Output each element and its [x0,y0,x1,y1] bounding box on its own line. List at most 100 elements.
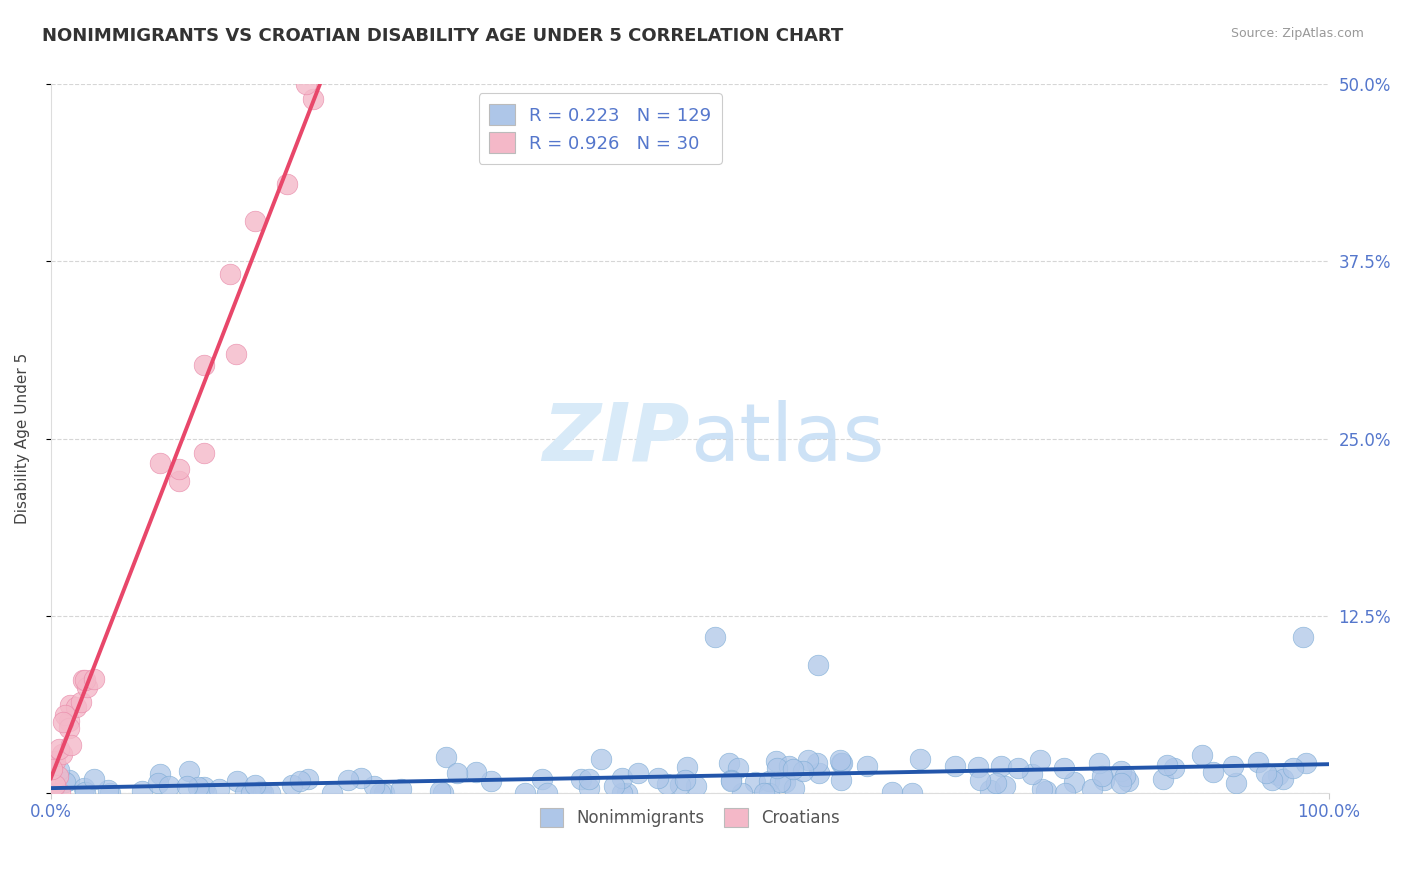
Point [193,446,215,460]
Point [58,772,80,787]
Point [58,714,80,728]
Point [758,774,780,789]
Point [720,774,742,789]
Point [233,786,256,800]
Point [53,707,76,722]
Point [321,786,343,800]
Point [41,786,63,800]
Point [49,786,72,800]
Point [1021,767,1043,781]
Point [616,786,638,800]
Point [1109,764,1132,778]
Point [1261,772,1284,787]
Point [830,753,852,767]
Point [727,761,749,775]
Point [446,766,468,780]
Point [280,778,302,792]
Point [59,738,82,752]
Point [1292,630,1315,644]
Point [288,773,311,788]
Point [993,780,1015,794]
Point [806,756,828,770]
Point [979,783,1001,797]
Point [83,772,105,786]
Point [627,766,650,780]
Point [1222,759,1244,773]
Point [225,346,247,360]
Point [602,779,624,793]
Point [782,762,804,776]
Point [48,742,70,756]
Point [51,747,73,762]
Text: ZIP: ZIP [543,400,690,477]
Point [1031,781,1053,796]
Point [831,756,853,771]
Point [676,760,699,774]
Point [1282,761,1305,775]
Point [1202,764,1225,779]
Point [479,774,502,789]
Point [464,765,486,780]
Point [98,786,121,800]
Point [744,775,766,789]
Point [1256,766,1278,780]
Point [1081,781,1104,796]
Point [1109,776,1132,790]
Point [44,778,66,792]
Point [53,775,76,789]
Point [830,756,852,771]
Point [1163,761,1185,775]
Point [76,680,98,694]
Point [717,756,740,770]
Point [368,786,391,800]
Point [247,786,270,800]
Point [669,778,692,792]
Point [1087,756,1109,770]
Point [758,786,780,800]
Point [880,785,903,799]
Point [720,773,742,788]
Point [149,456,172,470]
Point [647,771,669,785]
Text: Source: ZipAtlas.com: Source: ZipAtlas.com [1230,27,1364,40]
Legend: Nonimmigrants, Croatians: Nonimmigrants, Croatians [533,801,846,834]
Point [249,784,271,798]
Point [513,786,536,800]
Point [218,267,240,281]
Y-axis label: Disability Age Under 5: Disability Age Under 5 [15,353,30,524]
Point [1272,772,1295,786]
Point [239,786,262,800]
Point [48,763,70,777]
Point [990,759,1012,773]
Point [778,758,800,772]
Point [59,698,82,713]
Point [195,786,218,800]
Point [276,177,298,191]
Point [179,764,201,779]
Point [46,769,69,783]
Text: atlas: atlas [690,400,884,477]
Point [193,780,215,795]
Point [969,772,991,787]
Point [1091,768,1114,782]
Point [259,786,281,800]
Point [1295,756,1317,771]
Point [44,754,66,768]
Point [783,781,806,796]
Point [350,771,373,785]
Point [769,775,792,789]
Point [1247,755,1270,769]
Point [72,780,94,795]
Point [1156,758,1178,772]
Point [167,462,190,476]
Point [901,786,924,800]
Point [704,630,727,644]
Point [830,773,852,788]
Point [1191,748,1213,763]
Point [610,786,633,800]
Point [1114,769,1136,783]
Point [943,758,966,772]
Point [797,753,820,767]
Point [97,782,120,797]
Point [1092,773,1115,788]
